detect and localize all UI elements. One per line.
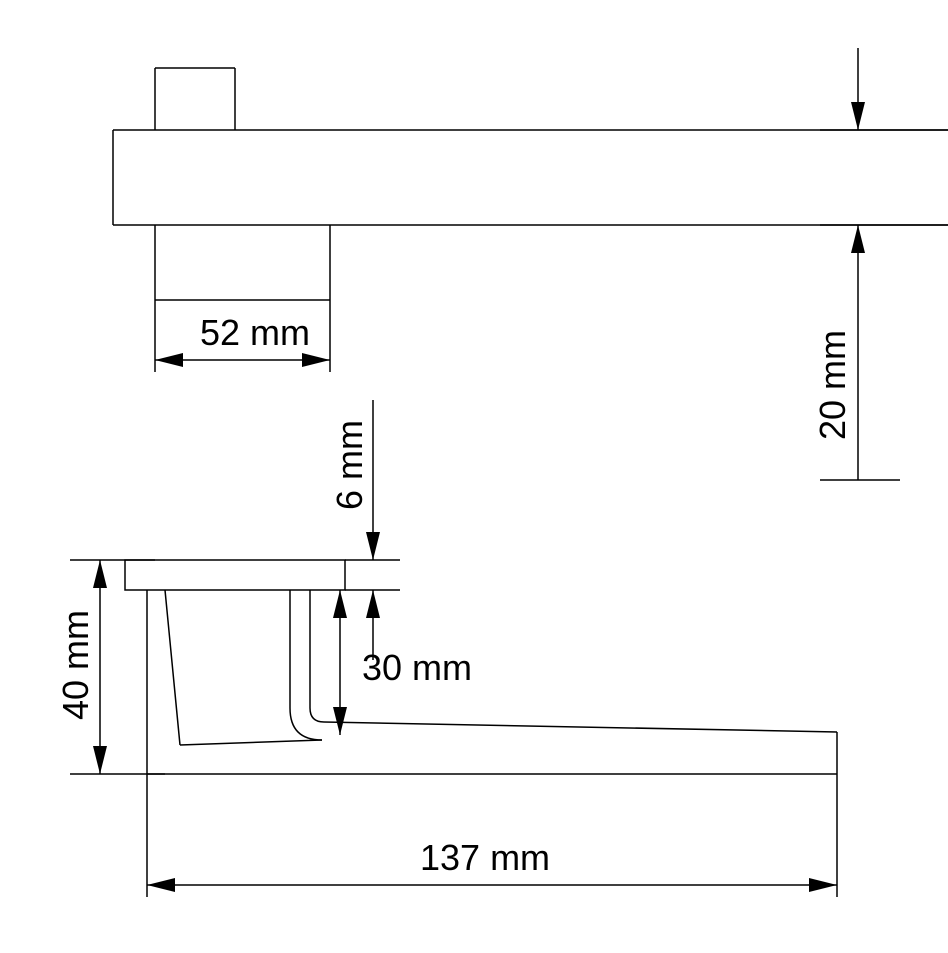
dim20-label: 20 mm [812,330,853,440]
dim137-label: 137 mm [420,837,550,878]
handle-outer-curve [310,708,324,722]
dim52-label: 52 mm [200,312,310,353]
arrowhead [851,102,865,130]
arrowhead [333,707,347,735]
arrowhead [302,353,330,367]
arrowhead [809,878,837,892]
arrowhead [93,746,107,774]
handle-inner-curve [290,708,322,740]
handle-lever-top [324,722,837,732]
side-plate [125,560,345,590]
arrowhead [851,225,865,253]
arrowhead [93,560,107,588]
arrowhead [333,590,347,618]
arrowhead [155,353,183,367]
arrowhead [147,878,175,892]
dim30-label: 30 mm [362,647,472,688]
arrowhead [366,590,380,618]
dim6-label: 6 mm [329,420,370,510]
dim40-label: 40 mm [55,610,96,720]
handle-inner-bottom-left [180,740,322,745]
arrowhead [366,532,380,560]
side-stem [147,590,180,774]
